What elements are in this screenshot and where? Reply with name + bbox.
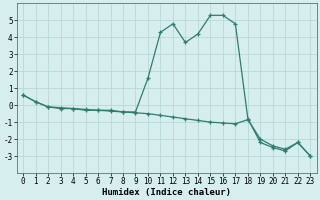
- X-axis label: Humidex (Indice chaleur): Humidex (Indice chaleur): [102, 188, 231, 197]
